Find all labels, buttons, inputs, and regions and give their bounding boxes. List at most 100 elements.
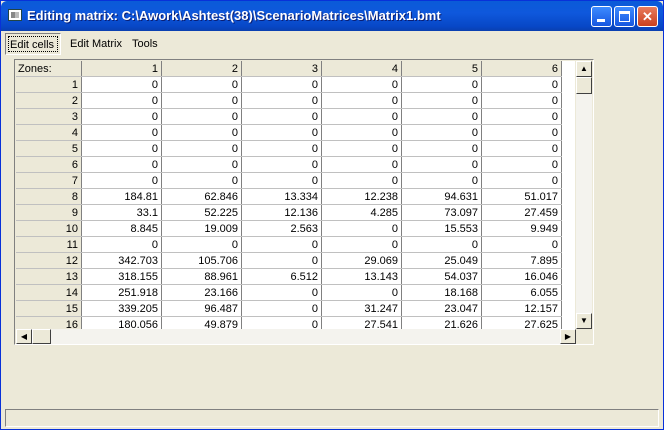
matrix-cell[interactable]: 0 [81,140,162,157]
matrix-cell[interactable]: 0 [481,108,562,125]
matrix-cell[interactable]: 0 [321,140,402,157]
horizontal-scroll-thumb[interactable] [32,329,51,344]
matrix-cell[interactable]: 0 [161,76,242,93]
matrix-cell[interactable]: 31.247 [321,300,402,317]
matrix-cell[interactable]: 0 [481,156,562,173]
matrix-cell[interactable]: 0 [161,108,242,125]
row-header[interactable]: 13 [16,268,82,285]
row-header[interactable]: 15 [16,300,82,317]
matrix-cell[interactable]: 0 [401,92,482,109]
row-header[interactable]: 7 [16,172,82,189]
row-header[interactable]: 8 [16,188,82,205]
matrix-cell[interactable]: 0 [481,140,562,157]
matrix-cell[interactable]: 6.055 [481,284,562,301]
matrix-cell[interactable]: 27.459 [481,204,562,221]
vertical-scroll-thumb[interactable] [576,77,592,94]
matrix-cell[interactable]: 0 [241,252,322,269]
matrix-cell[interactable]: 0 [401,156,482,173]
title-bar[interactable]: Editing matrix: C:\Awork\Ashtest(38)\Sce… [1,1,663,31]
matrix-cell[interactable]: 0 [481,172,562,189]
matrix-cell[interactable]: 13.143 [321,268,402,285]
column-header[interactable]: 2 [161,61,242,77]
matrix-cell[interactable]: 0 [321,156,402,173]
matrix-cell[interactable]: 88.961 [161,268,242,285]
row-header[interactable]: 16 [16,316,82,329]
matrix-cell[interactable]: 96.487 [161,300,242,317]
matrix-cell[interactable]: 52.225 [161,204,242,221]
menu-edit-cells[interactable]: Edit cells [5,33,61,55]
matrix-cell[interactable]: 0 [321,108,402,125]
row-header[interactable]: 1 [16,76,82,93]
matrix-cell[interactable]: 9.949 [481,220,562,237]
row-header[interactable]: 6 [16,156,82,173]
matrix-cell[interactable]: 0 [81,76,162,93]
row-header[interactable]: 3 [16,108,82,125]
matrix-cell[interactable]: 19.009 [161,220,242,237]
matrix-cell[interactable]: 27.541 [321,316,402,329]
matrix-cell[interactable]: 0 [401,172,482,189]
matrix-cell[interactable]: 0 [241,76,322,93]
row-header[interactable]: 14 [16,284,82,301]
row-header[interactable]: 5 [16,140,82,157]
matrix-cell[interactable]: 0 [321,92,402,109]
matrix-cell[interactable]: 0 [481,236,562,253]
menu-edit-matrix[interactable]: Edit Matrix [70,38,122,50]
matrix-cell[interactable]: 0 [161,172,242,189]
matrix-cell[interactable]: 184.81 [81,188,162,205]
matrix-cell[interactable]: 49.879 [161,316,242,329]
matrix-cell[interactable]: 4.285 [321,204,402,221]
scroll-up-button[interactable]: ▲ [576,61,592,77]
matrix-cell[interactable]: 0 [481,76,562,93]
row-header[interactable]: 12 [16,252,82,269]
matrix-cell[interactable]: 0 [481,124,562,141]
matrix-cell[interactable]: 0 [241,140,322,157]
matrix-cell[interactable]: 251.918 [81,284,162,301]
matrix-cell[interactable]: 7.895 [481,252,562,269]
matrix-cell[interactable]: 8.845 [81,220,162,237]
scroll-right-button[interactable]: ▶ [560,329,576,344]
column-header[interactable]: 5 [401,61,482,77]
matrix-cell[interactable]: 0 [401,140,482,157]
matrix-cell[interactable]: 0 [321,172,402,189]
maximize-button[interactable] [614,6,635,27]
row-header[interactable]: 4 [16,124,82,141]
matrix-cell[interactable]: 0 [241,124,322,141]
matrix-cell[interactable]: 0 [161,236,242,253]
matrix-cell[interactable]: 62.846 [161,188,242,205]
column-header[interactable]: 6 [481,61,562,77]
matrix-cell[interactable]: 0 [321,124,402,141]
matrix-cell[interactable]: 6.512 [241,268,322,285]
matrix-cell[interactable]: 0 [401,108,482,125]
matrix-cell[interactable]: 342.703 [81,252,162,269]
matrix-cell[interactable]: 12.136 [241,204,322,221]
matrix-cell[interactable]: 13.334 [241,188,322,205]
row-header[interactable]: 9 [16,204,82,221]
matrix-cell[interactable]: 0 [401,124,482,141]
menu-tools[interactable]: Tools [132,38,158,50]
matrix-cell[interactable]: 51.017 [481,188,562,205]
matrix-cell[interactable]: 0 [81,156,162,173]
matrix-cell[interactable]: 0 [241,108,322,125]
row-header[interactable]: 2 [16,92,82,109]
column-header[interactable]: 3 [241,61,322,77]
row-header[interactable]: 11 [16,236,82,253]
matrix-cell[interactable]: 0 [241,300,322,317]
matrix-cell[interactable]: 12.238 [321,188,402,205]
matrix-cell[interactable]: 0 [241,156,322,173]
row-header[interactable]: 10 [16,220,82,237]
matrix-cell[interactable]: 12.157 [481,300,562,317]
matrix-cell[interactable]: 25.049 [401,252,482,269]
matrix-cell[interactable]: 0 [161,140,242,157]
matrix-cell[interactable]: 0 [161,92,242,109]
matrix-cell[interactable]: 73.097 [401,204,482,221]
scroll-left-button[interactable]: ◀ [16,329,32,344]
matrix-cell[interactable]: 0 [241,236,322,253]
matrix-cell[interactable]: 0 [241,284,322,301]
matrix-cell[interactable]: 15.553 [401,220,482,237]
matrix-cell[interactable]: 180.056 [81,316,162,329]
matrix-cell[interactable]: 318.155 [81,268,162,285]
horizontal-scrollbar[interactable]: ◀ ▶ [16,329,576,344]
matrix-cell[interactable]: 18.168 [401,284,482,301]
matrix-cell[interactable]: 339.205 [81,300,162,317]
